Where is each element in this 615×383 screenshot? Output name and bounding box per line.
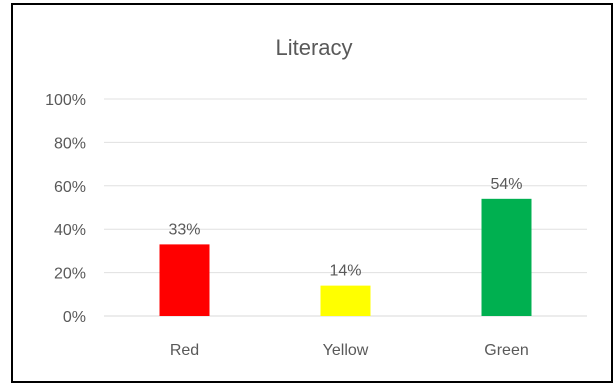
bar-chart: Literacy 0% 20% 40% 60% 80% 100% 33% 14% 54% Re… — [45, 35, 587, 359]
y-tick-label: 100% — [45, 92, 86, 109]
y-tick-label: 20% — [54, 266, 86, 283]
x-axis-tick-labels: Red Yellow Green — [170, 342, 529, 359]
y-tick-label: 0% — [63, 309, 86, 326]
x-tick-label: Red — [170, 342, 199, 359]
bars — [159, 198, 532, 316]
data-label: 33% — [168, 221, 200, 238]
bar-yellow — [320, 285, 371, 316]
data-labels: 33% 14% 54% — [168, 176, 522, 280]
chart-frame — [11, 3, 613, 383]
x-tick-label: Yellow — [323, 342, 369, 359]
chart-title: Literacy — [275, 35, 352, 60]
y-tick-label: 80% — [54, 135, 86, 152]
x-tick-label: Green — [484, 342, 528, 359]
bar-red — [159, 244, 210, 316]
y-tick-label: 40% — [54, 222, 86, 239]
y-tick-label: 60% — [54, 179, 86, 196]
y-axis-tick-labels: 0% 20% 40% 60% 80% 100% — [45, 92, 86, 326]
bar-green — [481, 198, 532, 316]
data-label: 54% — [490, 176, 522, 193]
data-label: 14% — [329, 263, 361, 280]
